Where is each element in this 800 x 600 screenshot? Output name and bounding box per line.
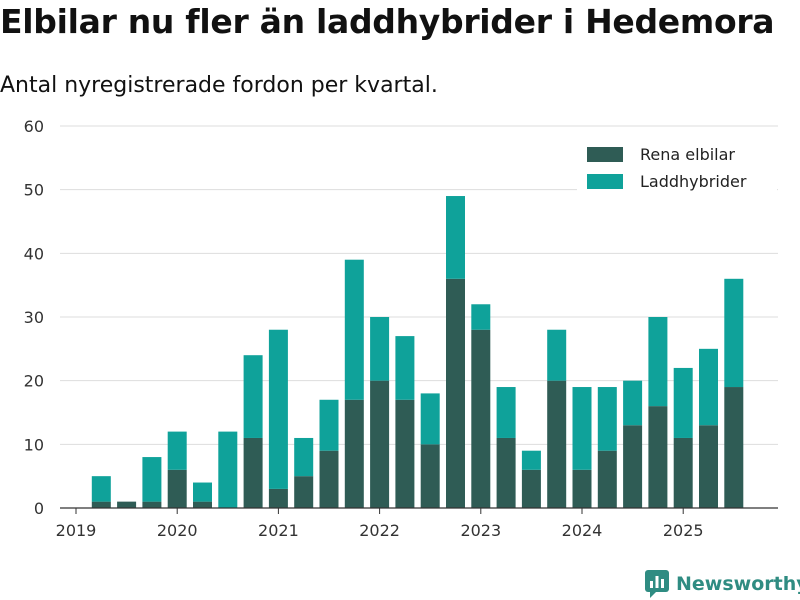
newsworthy-icon (645, 570, 669, 598)
bar-hybrid (243, 355, 263, 438)
bar-hybrid (91, 476, 111, 502)
bar-electric (446, 278, 465, 508)
bar-electric (91, 501, 111, 508)
bar-hybrid (673, 367, 693, 438)
bar-hybrid (370, 317, 390, 381)
y-tick-label: 0 (34, 499, 44, 518)
bar-electric (395, 399, 415, 508)
bar-electric (344, 399, 364, 508)
y-tick-label: 30 (24, 308, 44, 327)
y-tick-label: 20 (24, 372, 44, 391)
bar-electric (597, 450, 617, 508)
bar-electric (268, 488, 288, 508)
bar-electric (319, 450, 339, 508)
legend-label-electric: Rena elbilar (640, 145, 735, 164)
bar-hybrid (193, 482, 212, 502)
bar-electric (420, 444, 440, 508)
bar-hybrid (344, 259, 364, 400)
legend: Rena elbilar Laddhybrider (577, 140, 777, 198)
bar-electric (623, 425, 643, 508)
bar-electric (370, 380, 390, 508)
x-tick-label: 2022 (359, 521, 400, 540)
newsworthy-wordmark: Newsworthy (676, 573, 800, 595)
legend-swatch-electric (587, 147, 623, 162)
chart-title: Elbilar nu fler än laddhybrider i Hedemo… (0, 2, 775, 41)
bar-electric (193, 501, 212, 508)
x-tick-label: 2025 (663, 521, 704, 540)
x-axis: 2019 2020 2021 2022 2023 2024 2025 (56, 507, 778, 540)
bar-hybrid (142, 457, 162, 502)
bar-electric (496, 437, 516, 508)
y-tick-label: 40 (24, 244, 44, 263)
bar-hybrid (420, 393, 440, 445)
x-tick-label: 2021 (258, 521, 299, 540)
bar-hybrid (699, 348, 718, 426)
bar-hybrid (496, 387, 516, 438)
bar-hybrid (471, 304, 491, 330)
bar-hybrid (623, 380, 643, 426)
bar-hybrid (547, 329, 567, 381)
bar-hybrid (167, 431, 187, 470)
x-tick-label: 2023 (460, 521, 501, 540)
bars (91, 196, 744, 508)
bar-electric (699, 425, 718, 508)
bar-electric (142, 501, 162, 508)
bar-hybrid (648, 317, 668, 407)
bar-hybrid (268, 329, 288, 489)
bar-electric (521, 469, 541, 508)
x-tick-label: 2020 (157, 521, 198, 540)
bar-hybrid (395, 336, 415, 400)
bar-hybrid (294, 437, 314, 477)
bar-hybrid (597, 387, 617, 451)
y-tick-label: 50 (24, 181, 44, 200)
y-tick-label: 10 (24, 435, 44, 454)
bar-electric (547, 380, 567, 508)
bar-electric (673, 437, 693, 508)
legend-swatch-hybrid (587, 174, 623, 189)
bar-electric (572, 469, 592, 508)
chart-subtitle: Antal nyregistrerade fordon per kvartal. (0, 73, 438, 98)
bar-hybrid (319, 399, 339, 451)
bar-hybrid (724, 278, 744, 388)
bar-electric (471, 329, 491, 508)
bar-electric (243, 437, 263, 508)
legend-label-hybrid: Laddhybrider (640, 172, 747, 191)
bar-electric (724, 387, 744, 508)
bar-electric (117, 501, 137, 508)
bar-electric (167, 469, 187, 508)
bar-hybrid (521, 450, 541, 470)
bar-hybrid (446, 196, 465, 279)
bar-hybrid (218, 431, 238, 508)
bar-hybrid (572, 387, 592, 470)
y-axis-ticks: 0 10 20 30 40 50 60 (24, 117, 44, 518)
bar-electric (648, 406, 668, 508)
bar-electric (294, 476, 314, 508)
x-tick-label: 2019 (56, 521, 97, 540)
newsworthy-logo: Newsworthy (645, 570, 800, 598)
x-tick-label: 2024 (562, 521, 603, 540)
y-tick-label: 60 (24, 117, 44, 136)
